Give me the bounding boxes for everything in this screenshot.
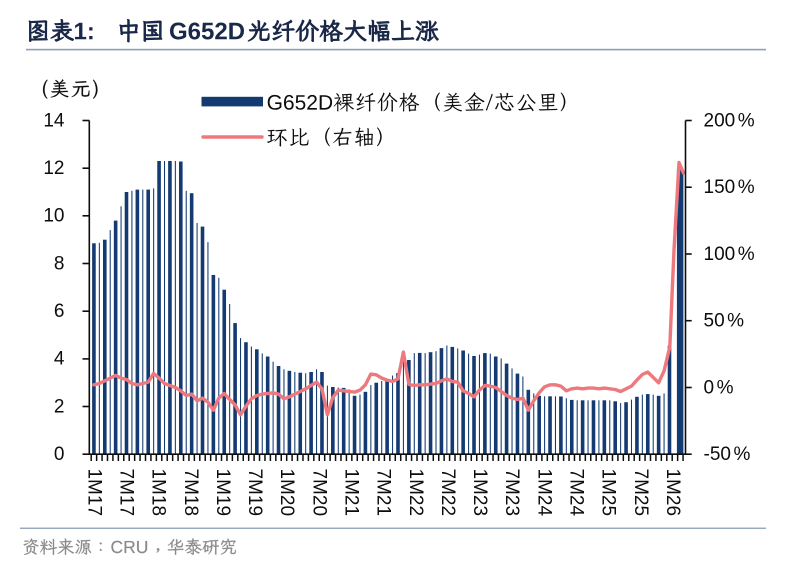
svg-text:7M22: 7M22 <box>437 469 458 517</box>
svg-text:7M24: 7M24 <box>566 469 587 517</box>
svg-text:1M18: 1M18 <box>148 469 169 517</box>
svg-text:150%: 150% <box>704 177 755 198</box>
svg-text:12: 12 <box>43 158 64 179</box>
svg-text:10: 10 <box>43 206 64 227</box>
svg-text:4: 4 <box>54 349 65 370</box>
svg-text:1M19: 1M19 <box>212 469 233 517</box>
svg-text:6: 6 <box>54 301 65 322</box>
svg-text:7M18: 7M18 <box>180 469 201 517</box>
svg-text:1M26: 1M26 <box>662 469 683 517</box>
svg-text:1M23: 1M23 <box>469 469 490 517</box>
svg-text:200%: 200% <box>704 110 755 131</box>
svg-text:7M21: 7M21 <box>373 469 394 517</box>
svg-text:0%: 0% <box>704 377 734 398</box>
svg-text:0: 0 <box>54 444 65 465</box>
svg-text:2: 2 <box>54 396 65 417</box>
svg-text:7M23: 7M23 <box>501 469 522 517</box>
svg-text:14: 14 <box>43 110 65 131</box>
svg-text:1M20: 1M20 <box>276 469 297 517</box>
svg-text:1M21: 1M21 <box>341 469 362 517</box>
svg-text:7M25: 7M25 <box>630 469 651 517</box>
svg-text:1M22: 1M22 <box>405 469 426 517</box>
svg-text:7M19: 7M19 <box>244 469 265 517</box>
svg-text:-50%: -50% <box>704 444 751 465</box>
svg-text:7M17: 7M17 <box>116 469 137 517</box>
svg-text:7M20: 7M20 <box>308 469 329 517</box>
svg-text:1M17: 1M17 <box>83 469 104 517</box>
svg-text:100%: 100% <box>704 244 755 265</box>
svg-text:8: 8 <box>54 253 65 274</box>
svg-text:50%: 50% <box>704 311 745 332</box>
svg-text:1M24: 1M24 <box>533 469 554 517</box>
svg-text:1M25: 1M25 <box>598 469 619 517</box>
